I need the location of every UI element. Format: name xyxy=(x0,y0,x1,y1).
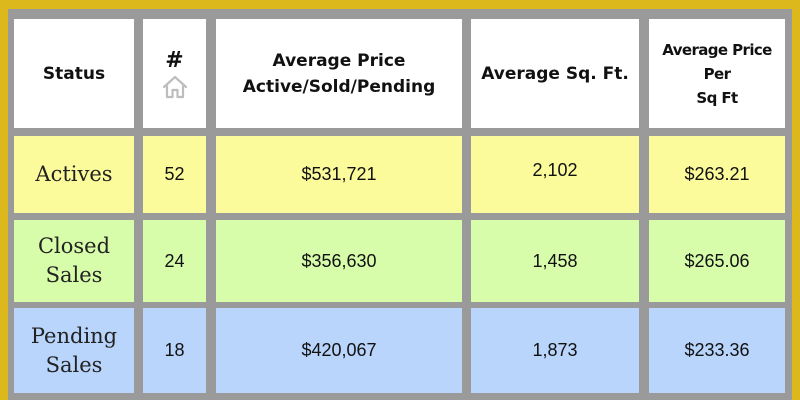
header-count-label: # xyxy=(165,47,184,73)
header-count: # xyxy=(143,19,206,128)
row-actives-avg-price: $531,721 xyxy=(216,136,462,213)
row-actives-status-line1: Actives xyxy=(35,162,113,186)
row-actives-status: Actives xyxy=(14,136,134,213)
header-status: Status xyxy=(14,19,134,128)
row-closed-status-line2: Sales xyxy=(45,263,103,287)
row-pending-status-line1: Pending xyxy=(30,323,118,348)
row-pending-count-value: 18 xyxy=(164,340,185,360)
header-status-label: Status xyxy=(42,63,106,84)
header-avg-price-line2: Active/Sold/Pending xyxy=(242,76,436,97)
header-ppsf-line3: Sq Ft xyxy=(696,88,738,107)
header-avg-sqft: Average Sq. Ft. xyxy=(471,19,639,128)
row-closed-count: 24 xyxy=(143,220,206,302)
header-avg-sqft-label: Average Sq. Ft. xyxy=(481,63,629,84)
row-actives-count-value: 52 xyxy=(164,164,185,184)
row-closed-status: Closed Sales xyxy=(14,220,134,302)
row-pending-avg-sqft: 1,873 xyxy=(471,308,639,393)
header-price-per-sqft: Average Price Per Sq Ft xyxy=(649,19,785,128)
row-actives-avg-sqft: 2,102 xyxy=(471,136,639,213)
row-closed-avg-sqft-value: 1,458 xyxy=(532,250,578,271)
row-pending-avg-sqft-value: 1,873 xyxy=(532,340,578,360)
row-closed-status-line1: Closed xyxy=(37,234,111,258)
row-closed-ppsf-value: $265.06 xyxy=(684,250,750,271)
home-icon xyxy=(162,75,187,98)
header-ppsf-line1: Average Price xyxy=(662,40,772,59)
row-actives-ppsf-value: $263.21 xyxy=(684,164,750,184)
row-pending-avg-price-value: $420,067 xyxy=(301,340,377,360)
row-pending-ppsf-value: $233.36 xyxy=(684,340,750,360)
row-closed-avg-sqft: 1,458 xyxy=(471,220,639,302)
row-pending-avg-price: $420,067 xyxy=(216,308,462,393)
row-actives-avg-price-value: $531,721 xyxy=(301,164,377,184)
row-actives-ppsf: $263.21 xyxy=(649,136,785,213)
row-closed-avg-price: $356,630 xyxy=(216,220,462,302)
row-closed-avg-price-value: $356,630 xyxy=(301,250,377,271)
row-pending-status-line2: Sales xyxy=(45,352,103,377)
row-pending-ppsf: $233.36 xyxy=(649,308,785,393)
row-actives-count: 52 xyxy=(143,136,206,213)
header-avg-price: Average Price Active/Sold/Pending xyxy=(216,19,462,128)
row-pending-count: 18 xyxy=(143,308,206,393)
header-avg-price-line1: Average Price xyxy=(272,50,406,71)
header-ppsf-line2: Per xyxy=(703,64,731,83)
market-stats-table: Status # Average Price Active/Sold/Pendi… xyxy=(8,9,792,400)
row-closed-count-value: 24 xyxy=(164,250,185,271)
row-closed-ppsf: $265.06 xyxy=(649,220,785,302)
row-actives-avg-sqft-value: 2,102 xyxy=(532,160,578,180)
row-pending-status: Pending Sales xyxy=(14,308,134,393)
